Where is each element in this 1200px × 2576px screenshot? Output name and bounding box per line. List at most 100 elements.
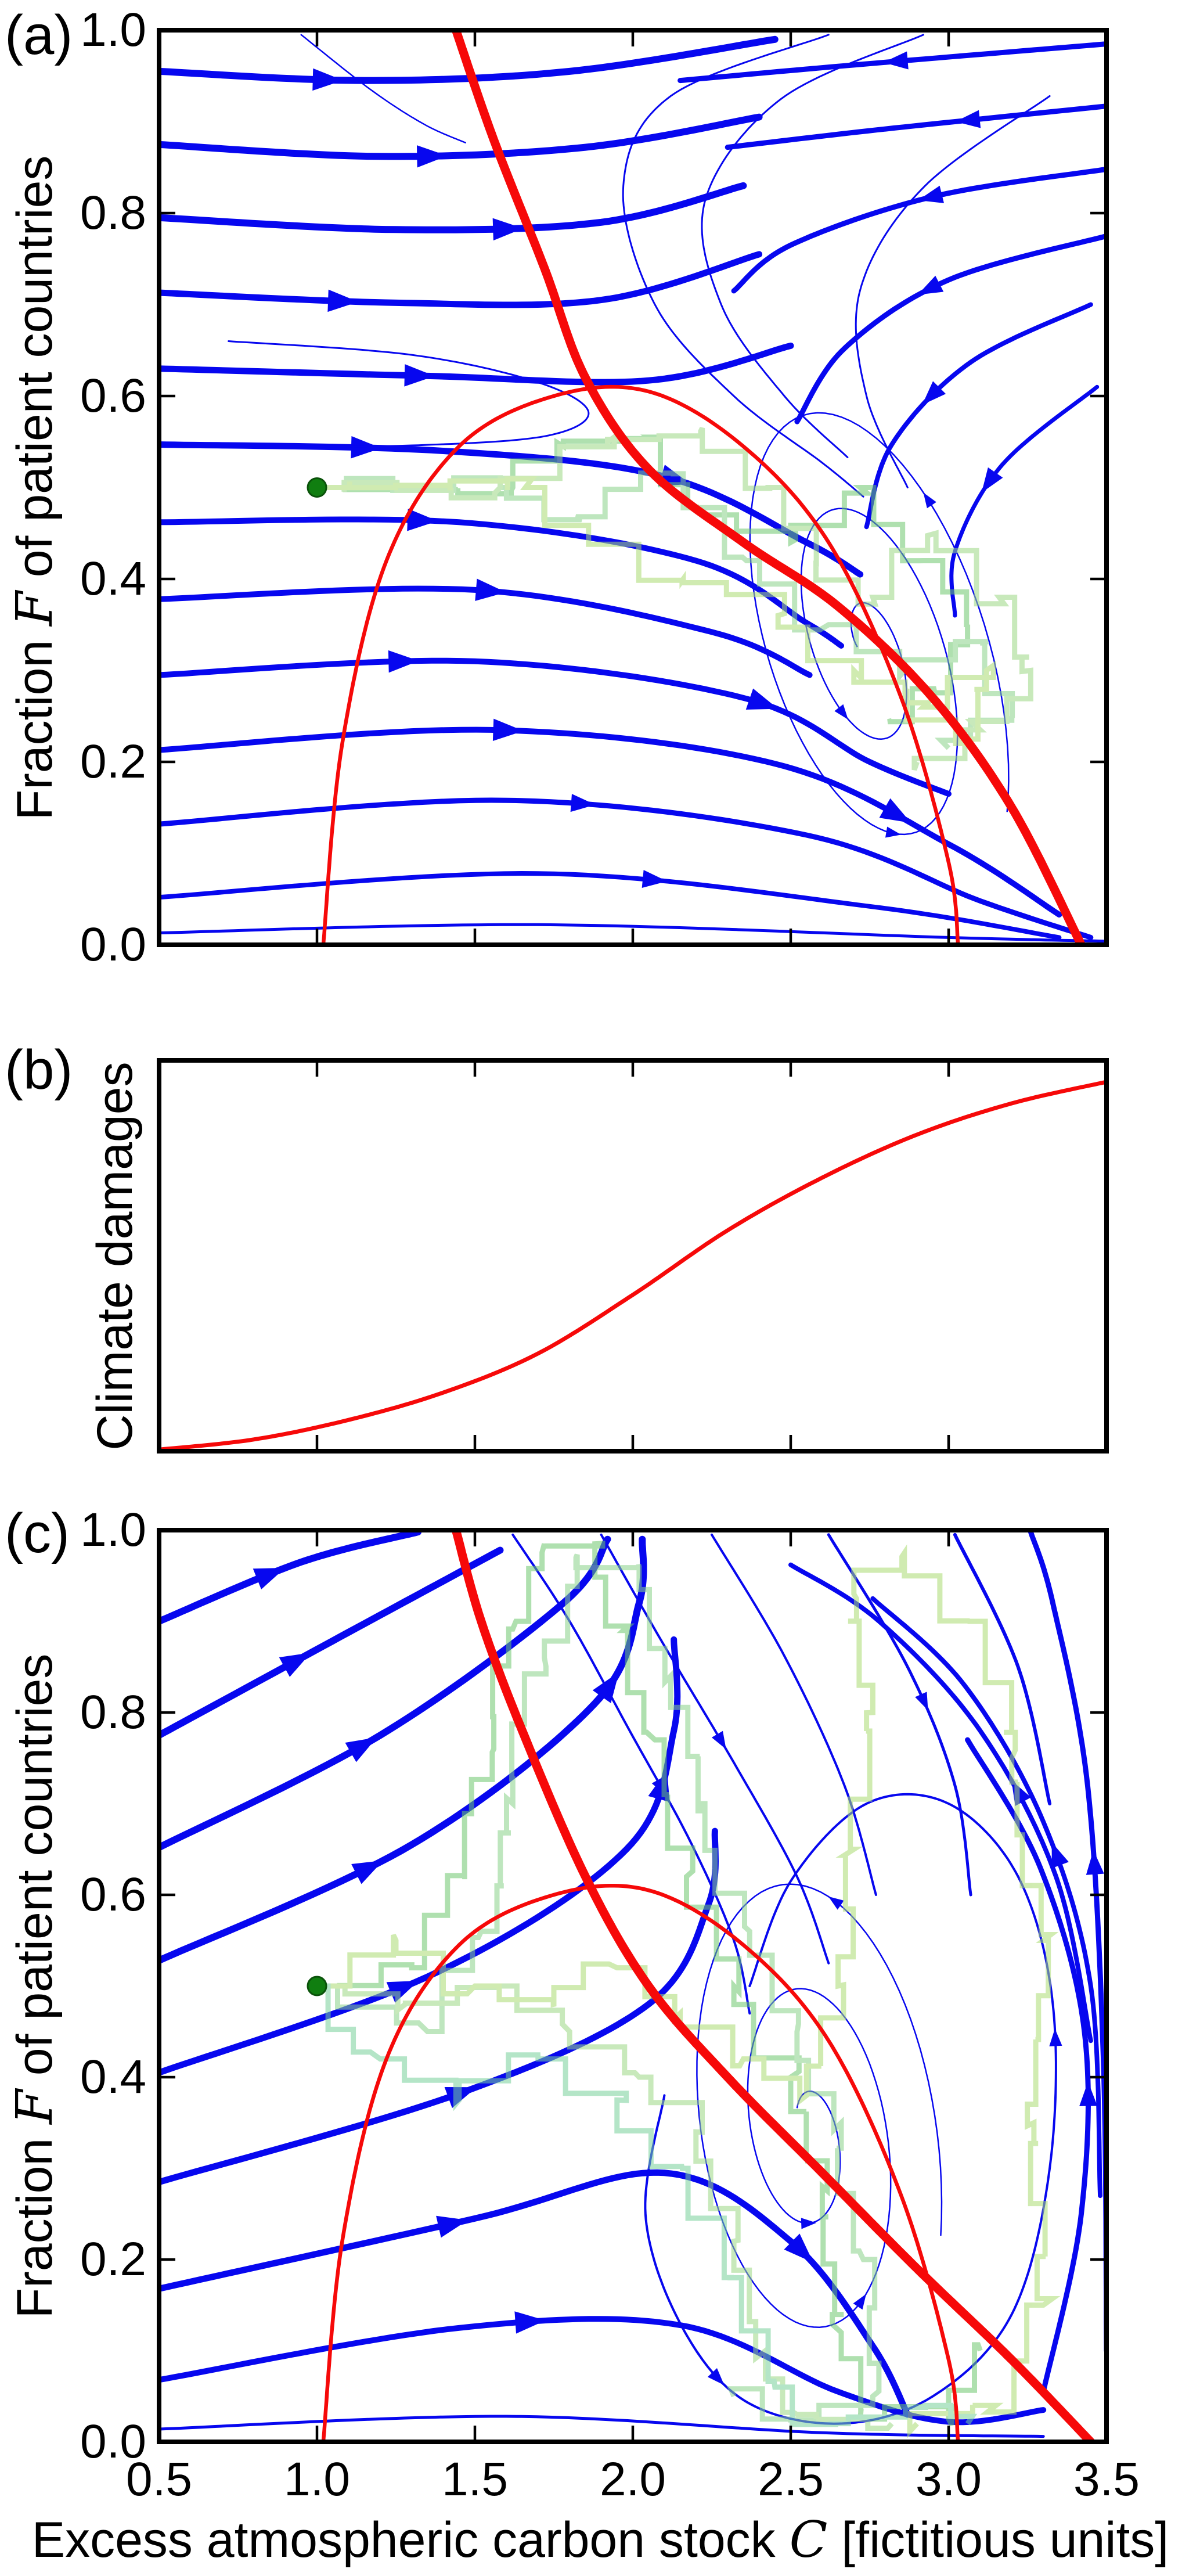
- panel-c-nullclines: [321, 1530, 1096, 2442]
- streamline-arrow-icon: [436, 2215, 469, 2238]
- trajectory: [317, 1983, 978, 2427]
- streamline: [827, 1533, 972, 1897]
- streamline-arrow-icon: [407, 509, 438, 531]
- streamline: [701, 34, 924, 458]
- streamline: [644, 1793, 1057, 2425]
- streamline: [159, 585, 813, 678]
- panel-a-nullclines: [321, 30, 1086, 945]
- xtick-1.5: 1.5: [442, 2453, 508, 2506]
- panel-a-axes: [157, 28, 1109, 947]
- streamline: [731, 166, 1107, 294]
- streamline-arrow-icon: [917, 275, 944, 295]
- trajectory: [317, 433, 971, 725]
- streamline: [725, 103, 1107, 150]
- panel-c-label: (c): [5, 1502, 70, 1564]
- streamline-arrow-icon: [416, 145, 448, 168]
- streamline: [159, 1636, 681, 2076]
- streamline-arrow-icon: [1079, 2081, 1098, 2106]
- xtick-2.5: 2.5: [758, 2453, 824, 2506]
- panel-c-ylabel-prefix: Fraction: [7, 2124, 63, 2319]
- panel-a-ytick-0.6: 0.6: [80, 369, 146, 422]
- streamline: [159, 516, 844, 649]
- panel-c-plot-area: [159, 1530, 1107, 2442]
- streamline: [949, 384, 1100, 618]
- panel-c-ytick-0.0: 0.0: [80, 2415, 146, 2468]
- streamline-arrow-icon: [514, 2311, 546, 2334]
- axes-frame: [157, 1528, 1109, 2444]
- panel-a-ylabel-suffix: of patient countries: [7, 155, 63, 592]
- streamline-arrow-icon: [570, 794, 596, 812]
- streamline-arrow-icon: [834, 704, 848, 720]
- streamline-arrow-icon: [279, 1653, 311, 1677]
- streamline: [159, 797, 1094, 940]
- streamline-arrow-icon: [707, 2368, 725, 2386]
- streamline: [159, 1535, 647, 1964]
- panel-c-streamlines: [159, 1530, 1107, 2438]
- panel-a-ytick-0.4: 0.4: [80, 552, 146, 605]
- trajectory: [317, 470, 1015, 750]
- streamline-arrow-icon: [1049, 2028, 1062, 2046]
- streamline: [159, 1530, 422, 1625]
- streamline: [711, 1533, 877, 1896]
- streamline-arrow-icon: [642, 870, 667, 888]
- streamline: [300, 34, 466, 143]
- streamline: [159, 1546, 504, 1739]
- trajectory: [317, 1541, 983, 2427]
- panel-a-plot-area: [159, 30, 1107, 945]
- streamline-arrow-icon: [853, 2294, 867, 2310]
- panel-a-ylabel-prefix: Fraction: [7, 625, 63, 821]
- streamline-arrow-icon: [981, 467, 1003, 493]
- xtick-0.5: 0.5: [126, 2453, 192, 2506]
- xtick-1.0: 1.0: [284, 2453, 350, 2506]
- xtick-2.0: 2.0: [600, 2453, 666, 2506]
- panel-b-label: (b): [5, 1039, 73, 1101]
- streamline: [159, 2169, 911, 2418]
- nullcline-thin: [321, 384, 960, 945]
- streamline-arrow-icon: [351, 1860, 384, 1884]
- streamline: [870, 1596, 1103, 2199]
- panel-a-label: (a): [5, 4, 73, 66]
- xtick-3.5: 3.5: [1073, 2453, 1140, 2506]
- streamline-arrow-icon: [918, 185, 945, 203]
- streamline-arrow-icon: [1051, 1842, 1069, 1869]
- streamline: [159, 342, 794, 386]
- streamline: [965, 1737, 1091, 2395]
- streamline-arrow-icon: [345, 1737, 377, 1762]
- trajectory: [317, 476, 996, 746]
- streamline-arrow-icon: [784, 2233, 814, 2263]
- trajectory: [317, 1553, 882, 2423]
- nullcline-thick: [451, 30, 1086, 945]
- streamline-arrow-icon: [312, 68, 343, 91]
- panel-b-axes: [157, 1058, 1109, 1454]
- climate-damage-curve: [159, 1080, 1107, 1451]
- streamline-arrow-icon: [1086, 1850, 1104, 1875]
- streamline-arrow-icon: [492, 718, 524, 742]
- trajectory: [317, 1983, 894, 2431]
- panel-a-ytick-0.8: 0.8: [80, 186, 146, 239]
- xtick-3.0: 3.0: [916, 2453, 982, 2506]
- streamline-arrow-icon: [922, 381, 946, 405]
- streamline: [788, 1562, 1093, 2043]
- panel-c-axes: [157, 1528, 1109, 2444]
- streamline: [159, 35, 779, 84]
- x-axis-title-suffix: [fictitious units]: [827, 2512, 1169, 2568]
- streamline: [159, 251, 763, 308]
- start-point-dot: [307, 477, 327, 498]
- streamline-arrow-icon: [475, 578, 506, 601]
- streamline-arrow-icon: [386, 1980, 419, 2003]
- streamline: [159, 923, 1105, 943]
- streamline-arrow-icon: [915, 1692, 928, 1711]
- panel-a-streamlines: [159, 34, 1107, 943]
- streamline-arrow-icon: [923, 492, 936, 509]
- streamline: [622, 34, 864, 498]
- panel-c-ytick-0.8: 0.8: [80, 1686, 146, 1739]
- panel-b-plot-area: [159, 1080, 1107, 1451]
- panel-a-ytick-1.0: 1.0: [80, 3, 146, 56]
- panel-c-ytick-0.4: 0.4: [80, 2050, 146, 2103]
- streamline: [953, 1532, 1052, 1805]
- panel-a-ylabel-variable: F: [6, 591, 64, 626]
- streamline-arrow-icon: [492, 218, 524, 241]
- nullcline-thick: [451, 1530, 1096, 2442]
